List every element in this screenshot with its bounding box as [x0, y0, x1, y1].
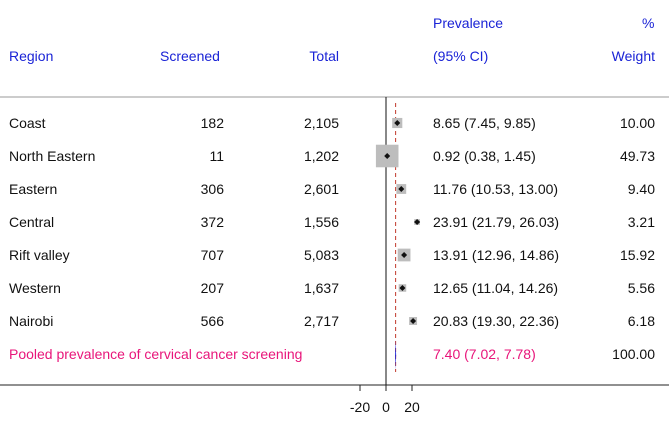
weight-header-line2: Weight	[611, 48, 655, 64]
point-estimate	[394, 120, 401, 126]
row-region: Eastern	[9, 181, 58, 197]
row-ci-text: 0.92 (0.38, 1.45)	[433, 148, 536, 164]
row-weight: 6.18	[627, 313, 655, 329]
row-region: Rift valley	[9, 247, 70, 263]
row-total: 1,556	[303, 214, 339, 230]
pooled-diamond	[395, 340, 397, 370]
row-weight: 10.00	[619, 115, 655, 131]
row-region: Western	[9, 280, 61, 296]
row-total: 1,202	[303, 148, 339, 164]
row-total: 5,083	[303, 247, 339, 263]
row-screened: 372	[200, 214, 224, 230]
row-weight: 5.56	[627, 280, 655, 296]
point-estimate	[401, 252, 408, 258]
row-region: Coast	[9, 115, 46, 131]
row-total: 1,637	[303, 280, 339, 296]
row-ci-text: 11.76 (10.53, 13.00)	[433, 181, 559, 197]
row-screened: 707	[200, 247, 224, 263]
prevalence-header-line1: Prevalence	[433, 15, 504, 31]
prevalence-header-line2: (95% CI)	[433, 48, 489, 64]
point-estimate	[399, 285, 406, 291]
row-screened: 306	[200, 181, 224, 197]
point-estimate	[398, 186, 405, 192]
x-tick-label: 0	[382, 399, 390, 415]
row-weight: 9.40	[627, 181, 655, 197]
row-total: 2,717	[303, 313, 339, 329]
row-screened: 566	[200, 313, 224, 329]
pooled-ci-text: 7.40 (7.02, 7.78)	[433, 346, 536, 362]
x-tick-label: 20	[404, 399, 420, 415]
screened-header: Screened	[160, 48, 220, 64]
total-header: Total	[309, 48, 339, 64]
row-ci-text: 12.65 (11.04, 14.26)	[433, 280, 559, 296]
row-region: North Eastern	[9, 148, 96, 164]
x-tick-label: -20	[350, 399, 370, 415]
point-estimate	[414, 219, 421, 225]
row-weight: 49.73	[619, 148, 655, 164]
pooled-weight: 100.00	[612, 346, 655, 362]
row-weight: 15.92	[619, 247, 655, 263]
pooled-label: Pooled prevalence of cervical cancer scr…	[9, 346, 303, 362]
row-weight: 3.21	[627, 214, 655, 230]
row-total: 2,105	[303, 115, 339, 131]
region-header: Region	[9, 48, 54, 64]
row-screened: 207	[200, 280, 224, 296]
point-estimate	[410, 318, 417, 324]
weight-header-line1: %	[642, 15, 655, 31]
row-ci-text: 20.83 (19.30, 22.36)	[433, 313, 560, 329]
point-estimate	[384, 153, 391, 159]
row-ci-text: 23.91 (21.79, 26.03)	[433, 214, 560, 230]
row-ci-text: 8.65 (7.45, 9.85)	[433, 115, 536, 131]
row-region: Nairobi	[9, 313, 54, 329]
row-total: 2,601	[303, 181, 339, 197]
row-screened: 11	[209, 148, 224, 164]
row-screened: 182	[200, 115, 224, 131]
row-ci-text: 13.91 (12.96, 14.86)	[433, 247, 560, 263]
row-region: Central	[9, 214, 55, 230]
